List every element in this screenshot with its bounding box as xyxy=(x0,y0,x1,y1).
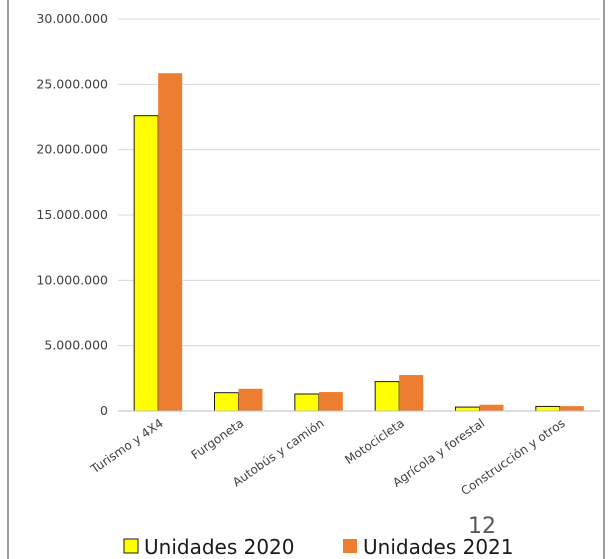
page-number: 12 xyxy=(468,514,496,539)
y-tick-label: 5.000.000 xyxy=(44,338,108,353)
y-tick-label: 20.000.000 xyxy=(36,142,108,157)
legend-swatch-2020 xyxy=(123,538,139,554)
legend-label-2020: Unidades 2020 xyxy=(144,535,295,559)
bar-2020 xyxy=(455,406,480,412)
y-tick-label: 25.000.000 xyxy=(36,76,108,91)
x-tick-label: Furgoneta xyxy=(189,416,247,462)
bar-2021 xyxy=(559,406,584,411)
bar-2020 xyxy=(133,115,159,412)
y-tick-label: 30.000.000 xyxy=(36,11,108,26)
y-tick-label: 0 xyxy=(100,403,108,418)
bars xyxy=(133,73,584,412)
legend-swatch-2021 xyxy=(343,539,357,553)
x-tick-label: Turismo y 4X4 xyxy=(87,416,165,477)
bar-2020 xyxy=(214,392,239,412)
y-tick-label: 10.000.000 xyxy=(36,272,108,287)
bar-2021 xyxy=(479,404,504,411)
legend: Unidades 2020 Unidades 2021 xyxy=(123,535,514,559)
bar-2020 xyxy=(535,405,561,412)
bar-2020 xyxy=(374,381,400,412)
y-axis-ticks: 0 5.000.000 10.000.000 15.000.000 20.000.000… xyxy=(36,11,108,418)
bar-2021 xyxy=(158,73,183,411)
bar-2021 xyxy=(399,375,424,411)
legend-label-2021: Unidades 2021 xyxy=(363,535,514,559)
bar-2020 xyxy=(294,393,320,412)
x-tick-label: Motocicleta xyxy=(342,416,407,467)
gridlines xyxy=(118,18,600,347)
bar-2021 xyxy=(238,388,263,411)
y-tick-label: 15.000.000 xyxy=(36,207,108,222)
bar-2021 xyxy=(318,392,343,411)
